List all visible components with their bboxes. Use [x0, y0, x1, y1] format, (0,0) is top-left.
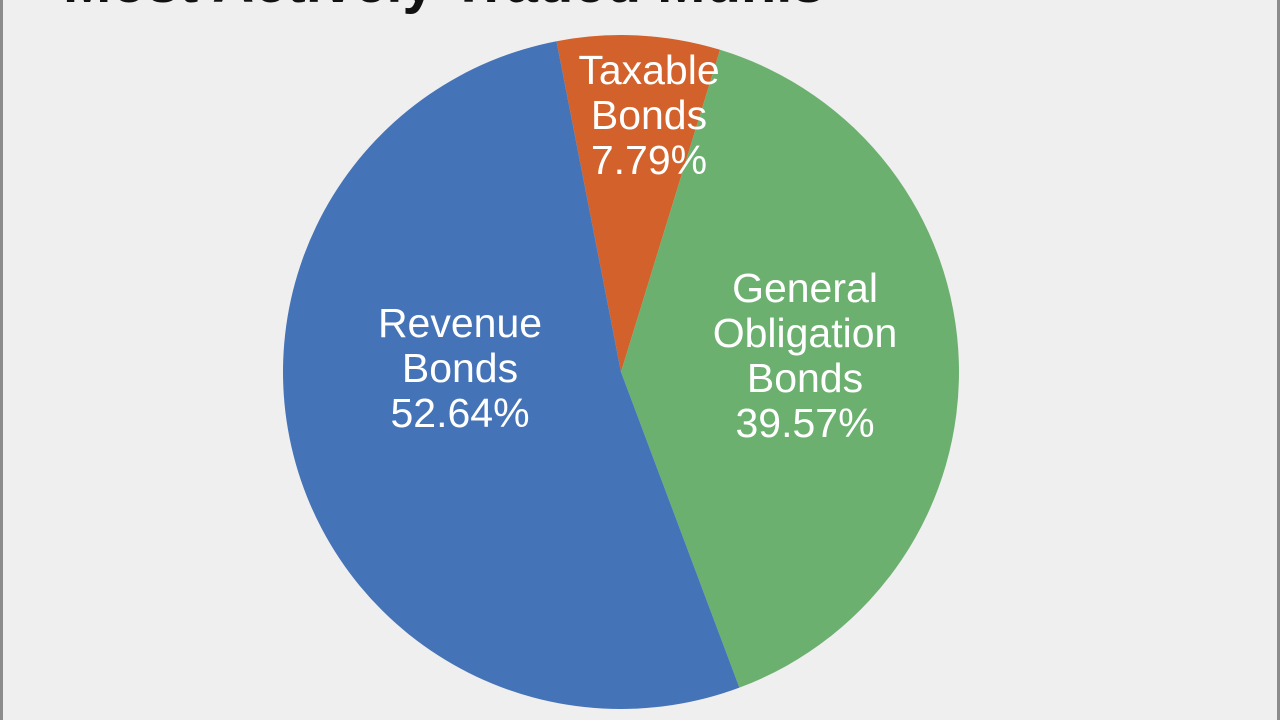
slice-category-label: Bonds — [402, 345, 518, 391]
slice-percent-label: 39.57% — [735, 400, 874, 446]
slice-percent-label: 7.79% — [591, 137, 707, 183]
pie-slice — [282, 41, 740, 709]
pie-slice — [556, 34, 721, 373]
slice-category-label: Bonds — [747, 355, 863, 401]
slice-category-label: Bonds — [591, 92, 707, 138]
slice-label: General Obligation Bonds 39.57% — [713, 265, 898, 446]
slice-label: Revenue Bonds 52.64% — [378, 300, 542, 436]
pie-slice — [621, 49, 960, 688]
slice-label: Taxable Bonds 7.79% — [578, 47, 719, 183]
slice-category-label: General — [732, 265, 878, 311]
slice-percent-label: 52.64% — [390, 390, 529, 436]
slice-category-label: Revenue — [378, 300, 542, 346]
slice-category-label: Taxable — [578, 47, 719, 93]
pie-chart: Taxable Bonds 7.79%General Obligation Bonds 3… — [282, 34, 960, 709]
slice-category-label: Obligation — [713, 310, 898, 356]
chart-title: Most Actively Traded Munis — [63, 0, 825, 18]
